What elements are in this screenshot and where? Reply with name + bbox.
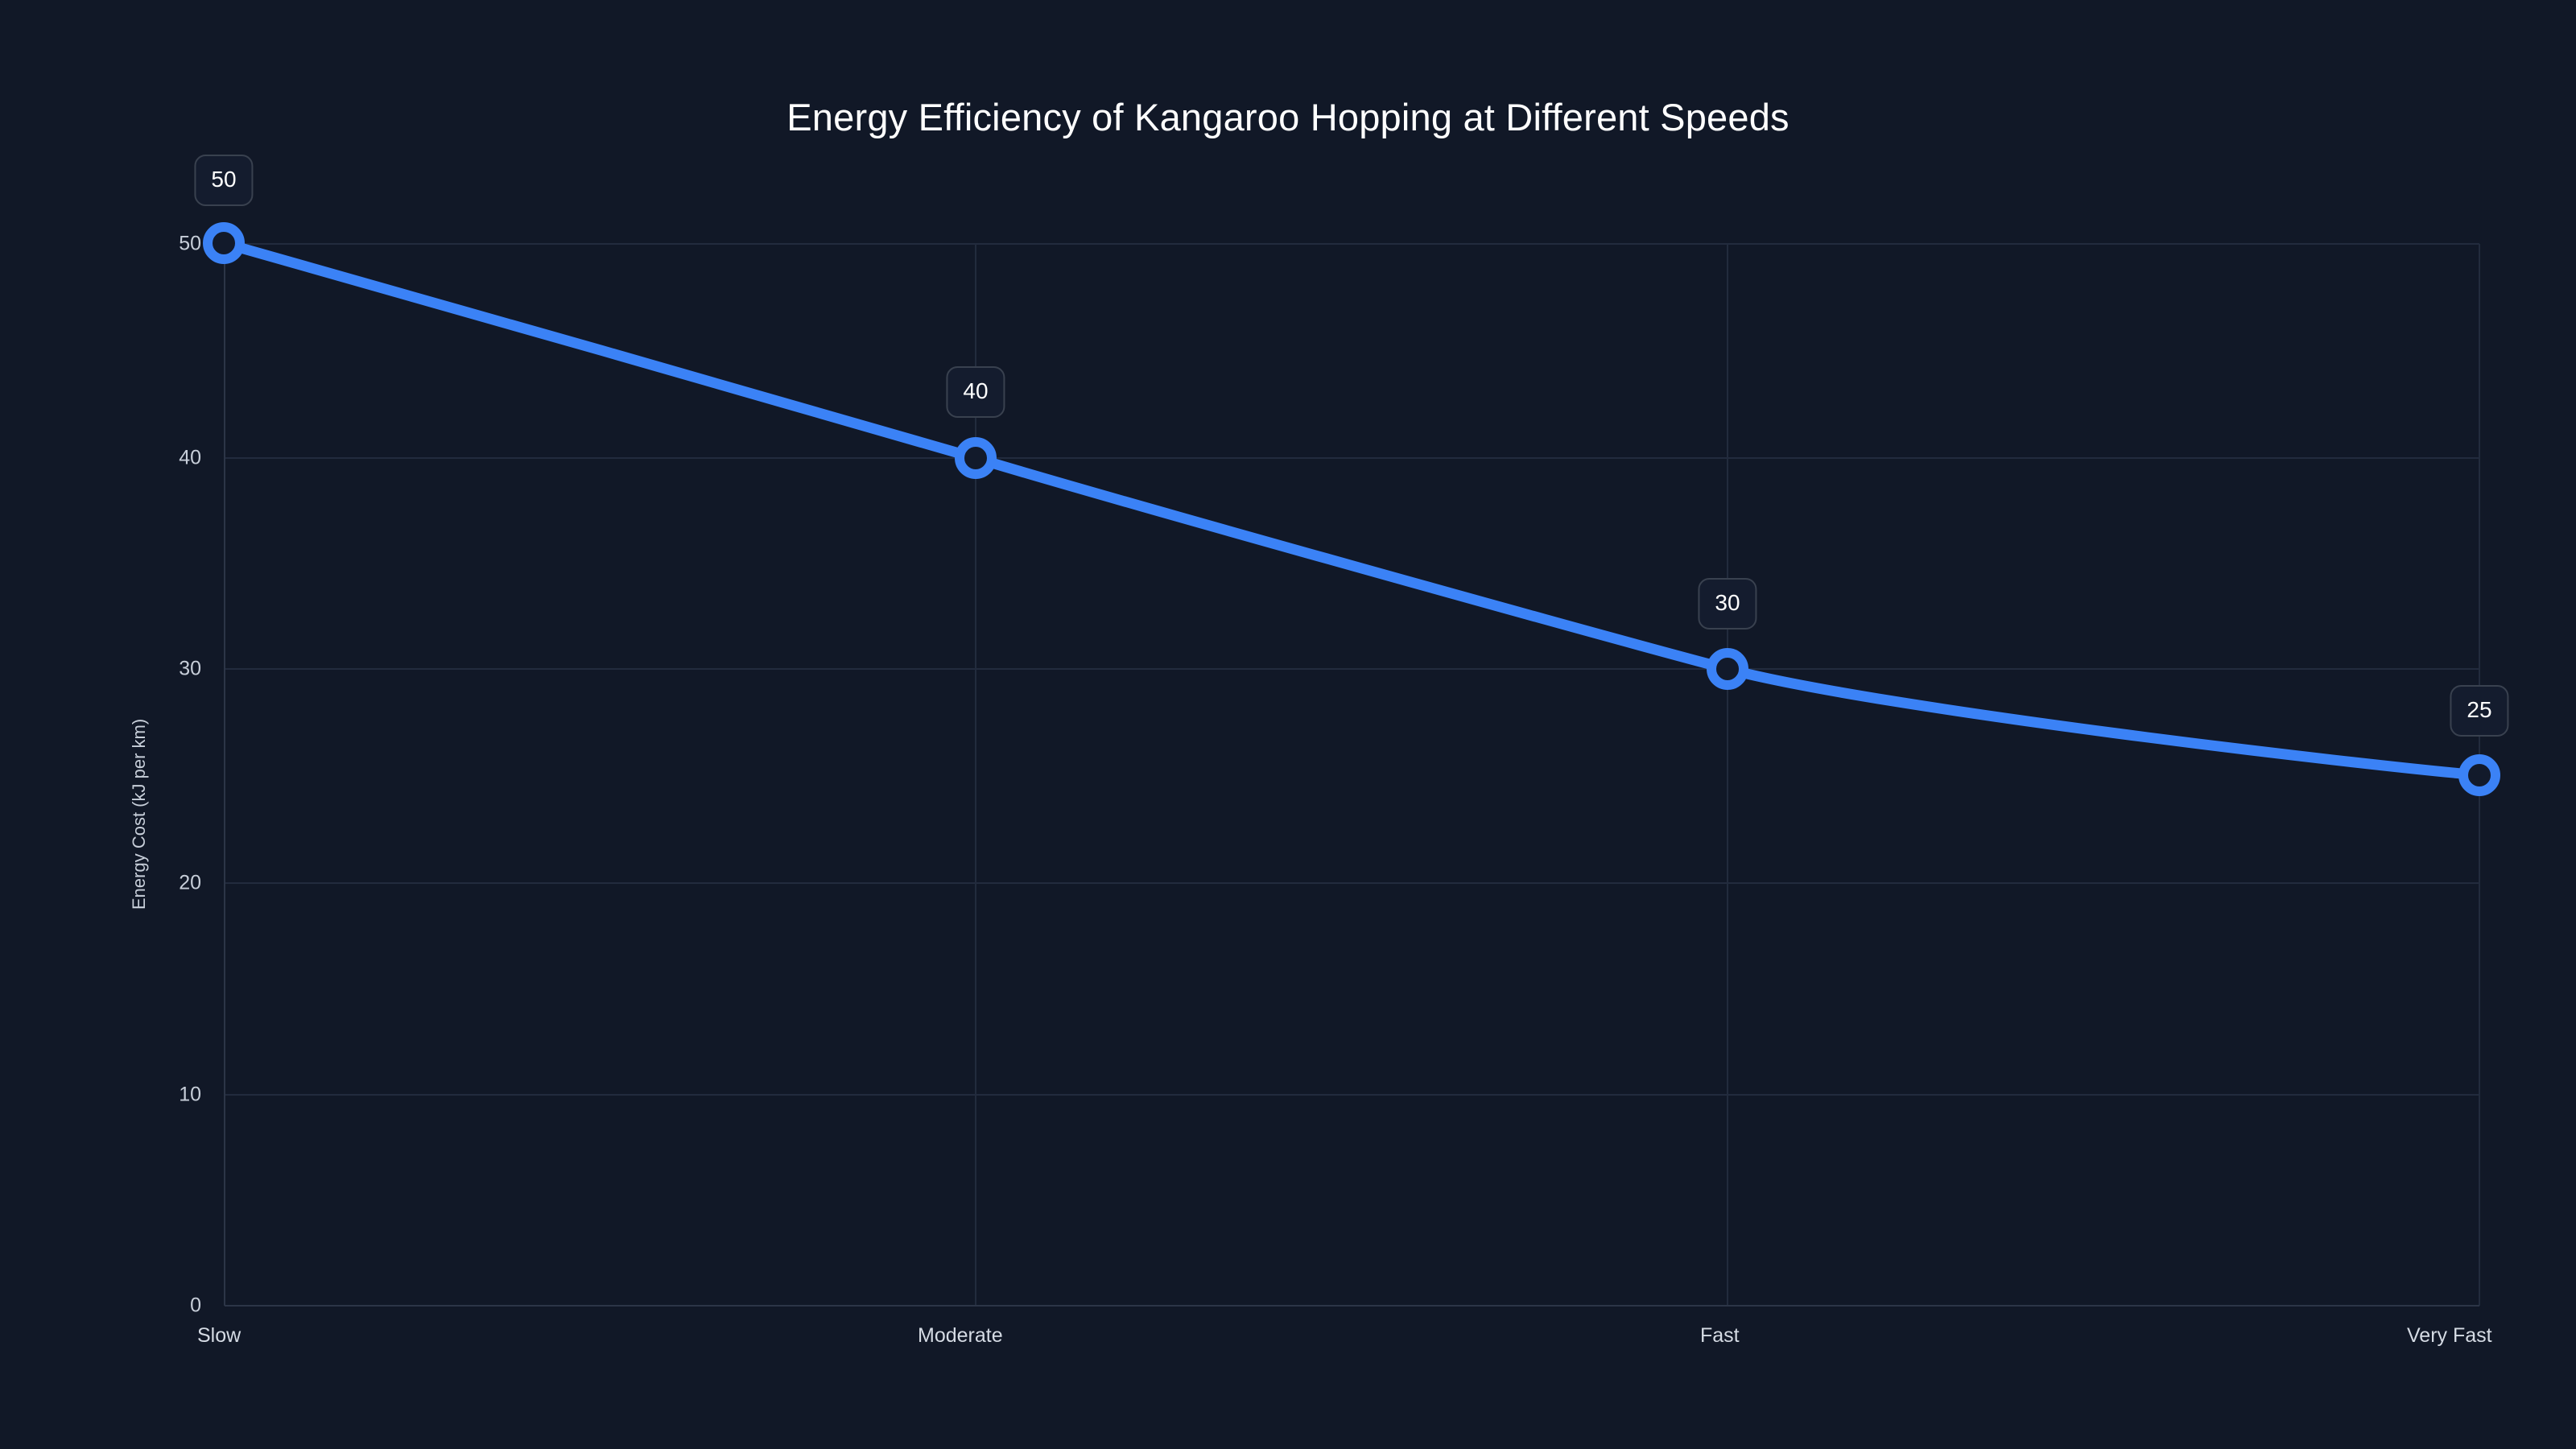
y-tick-label: 40 <box>179 446 201 469</box>
data-point-value-badge: 40 <box>946 366 1005 418</box>
data-point-marker[interactable] <box>1707 648 1748 690</box>
y-tick-label: 20 <box>179 871 201 894</box>
x-tick-label-moderate: Moderate <box>918 1324 1003 1347</box>
data-point-markers <box>203 222 2500 796</box>
data-point-marker[interactable] <box>2458 754 2500 796</box>
series-line <box>218 237 2485 781</box>
horizontal-gridlines <box>225 243 2479 1096</box>
x-tick-label-slow: Slow <box>197 1324 242 1347</box>
data-point-value-badge: 30 <box>1698 578 1757 630</box>
data-point-marker[interactable] <box>955 437 997 479</box>
axis-lines <box>224 244 2479 1307</box>
y-tick-label: 10 <box>179 1083 201 1106</box>
data-point-marker[interactable] <box>203 222 245 264</box>
x-tick-label-fast: Fast <box>1700 1324 1740 1347</box>
x-tick-label-very-fast: Very Fast <box>2407 1324 2492 1347</box>
y-tick-label: 0 <box>190 1294 201 1317</box>
data-point-value-badge: 50 <box>194 155 254 206</box>
y-tick-label: 30 <box>179 657 201 680</box>
data-point-value-badge: 25 <box>2450 685 2509 737</box>
y-tick-label: 50 <box>179 232 201 255</box>
chart-title: Energy Efficiency of Kangaroo Hopping at… <box>786 96 1790 138</box>
vertical-gridlines <box>975 244 2480 1306</box>
